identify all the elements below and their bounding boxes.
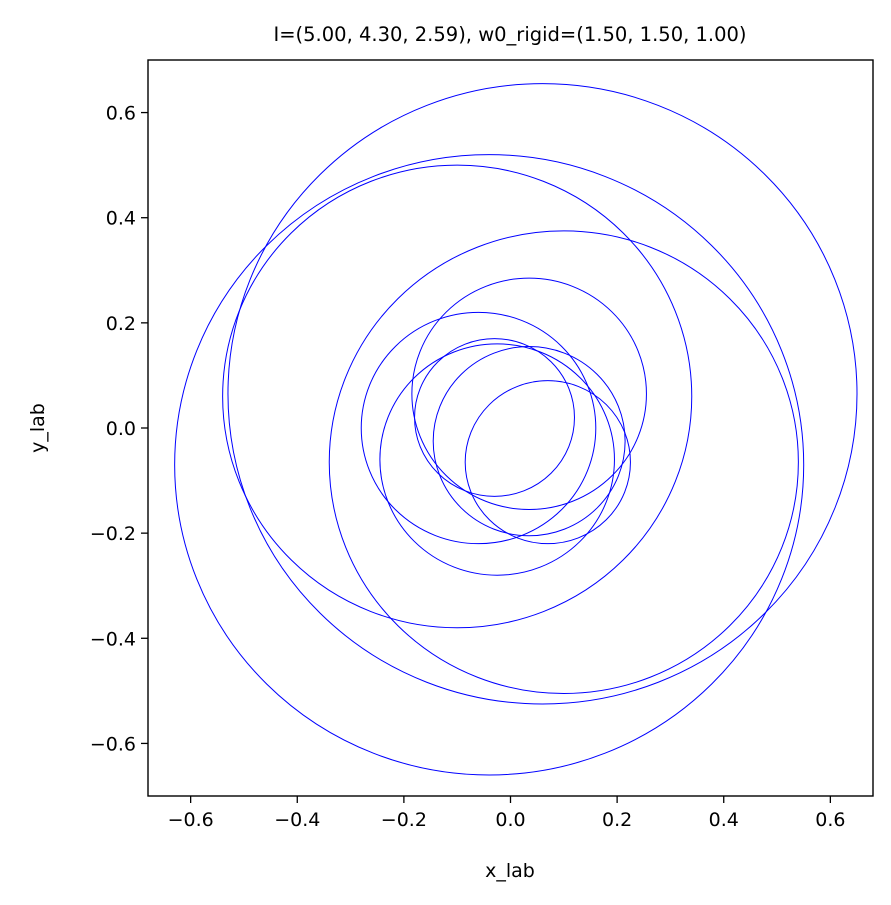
trajectory-loop-5 — [432, 346, 626, 537]
trajectory-loop-4 — [174, 154, 805, 776]
trajectory-loop-6 — [464, 380, 631, 545]
plot-area-frame — [147, 59, 874, 797]
curve-layer — [174, 83, 858, 776]
trajectory-loop-3 — [227, 83, 858, 705]
y-tick-label: −0.4 — [90, 628, 136, 650]
y-tick-label: 0.6 — [106, 103, 136, 125]
x-axis-ticks: −0.6 −0.4 −0.2 0.0 0.2 0.4 0.6 — [168, 796, 845, 831]
x-axis-label: x_lab — [485, 860, 535, 882]
y-tick-label: −0.6 — [90, 733, 136, 755]
y-tick-label: 0.4 — [106, 208, 136, 230]
trajectory-loop-2 — [379, 343, 615, 576]
x-tick-label: −0.6 — [168, 809, 214, 831]
x-tick-label: 0.6 — [815, 809, 845, 831]
trajectory-loop-9 — [414, 338, 575, 497]
y-axis-label: y_lab — [27, 403, 49, 453]
y-tick-label: 0.0 — [106, 418, 136, 440]
y-tick-label: 0.2 — [106, 313, 136, 335]
x-tick-label: −0.2 — [381, 809, 427, 831]
chart-title: I=(5.00, 4.30, 2.59), w0_rigid=(1.50, 1.… — [273, 23, 746, 46]
x-tick-label: 0.4 — [709, 809, 739, 831]
x-tick-label: 0.2 — [602, 809, 632, 831]
trajectory-loop-10 — [360, 311, 597, 545]
trajectory-loop-8 — [222, 164, 693, 629]
trajectory-loop-1 — [411, 277, 647, 510]
x-tick-label: 0.0 — [495, 809, 525, 831]
y-tick-label: −0.2 — [90, 523, 136, 545]
x-tick-label: −0.4 — [274, 809, 320, 831]
y-axis-ticks: −0.6 −0.4 −0.2 0.0 0.2 0.4 0.6 — [90, 103, 148, 755]
trajectory-loop-7 — [328, 230, 799, 694]
